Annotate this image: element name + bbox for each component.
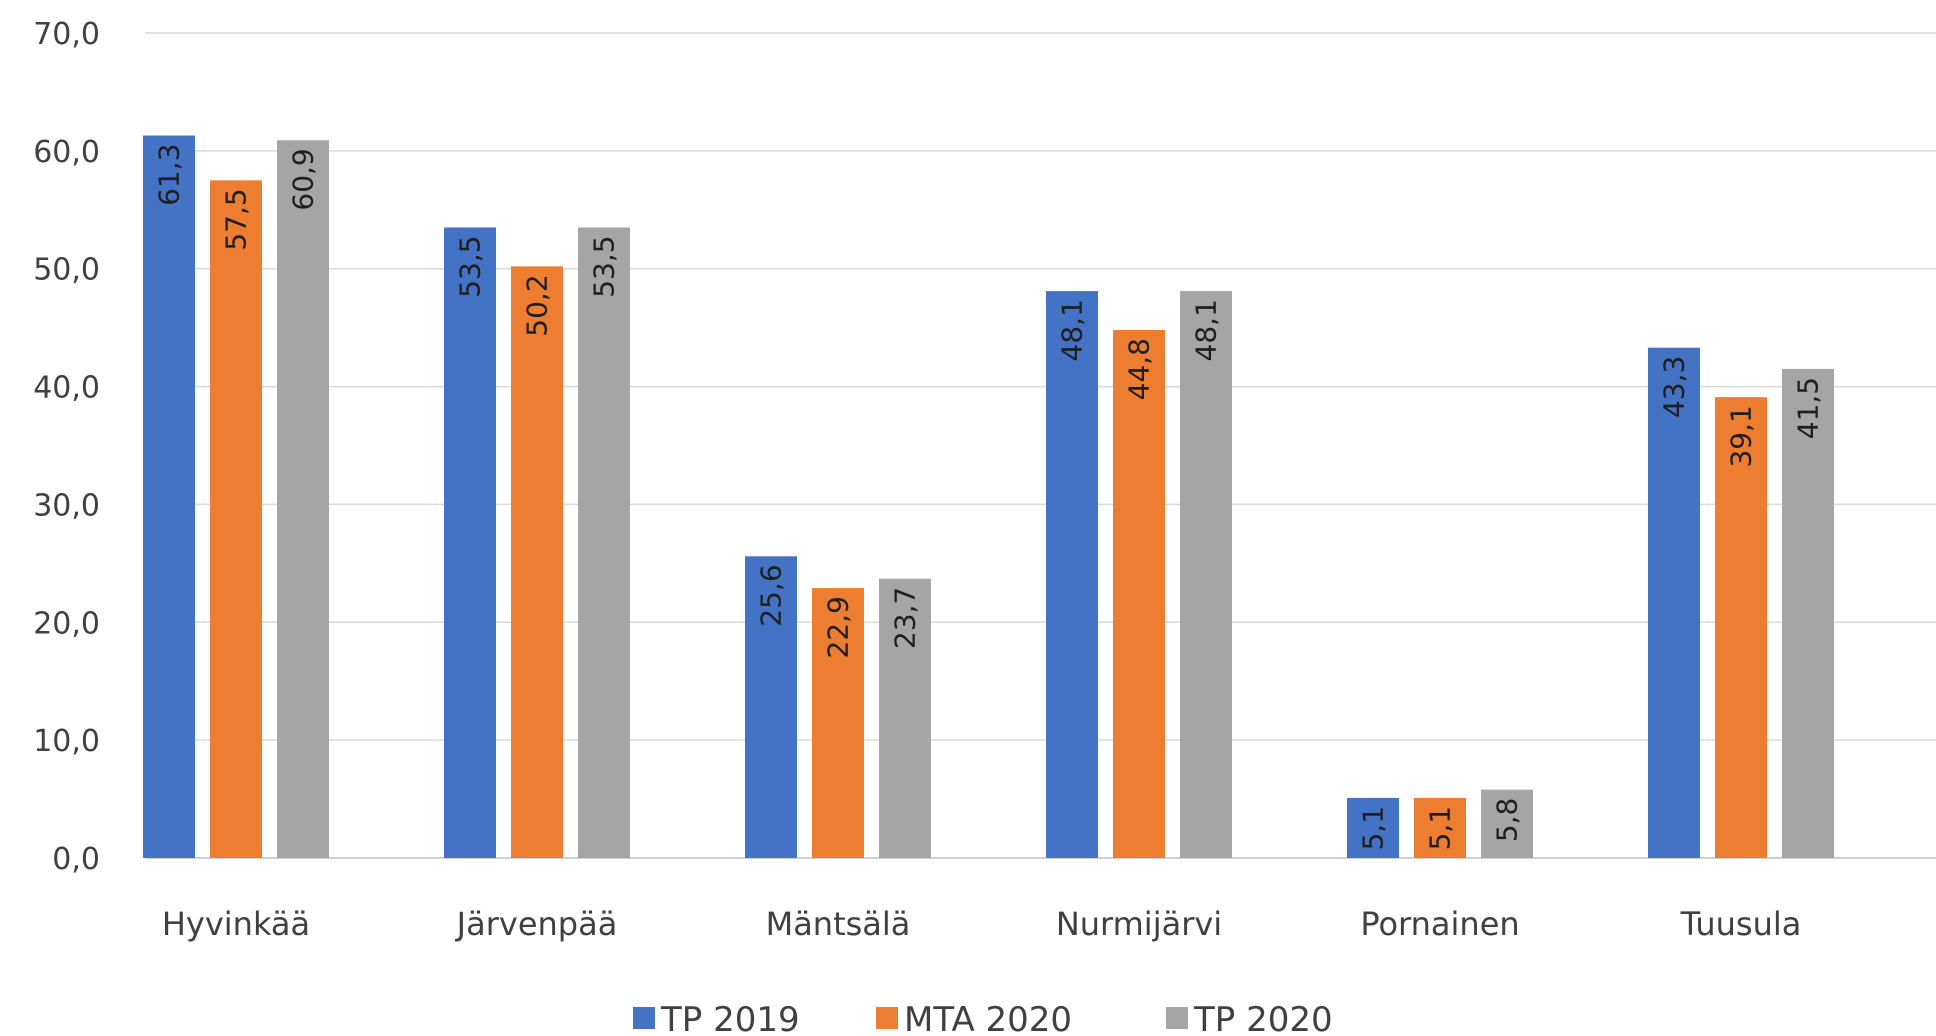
y-tick-label: 60,0 [33,135,100,170]
legend-swatch [633,1007,655,1029]
bar [210,180,262,859]
y-tick-label: 10,0 [33,724,100,759]
bar [1347,797,1399,858]
data-label: 60,9 [287,148,320,210]
bar [1046,291,1098,858]
y-tick-label: 70,0 [33,17,100,52]
data-label: 22,9 [822,596,855,658]
data-labels: 61,3 57,5 60,9 53,5 50,2 53,5 25,6 22,9 23,7 48,1… [153,144,1825,851]
legend-swatch [876,1007,898,1029]
bar [511,266,563,858]
data-label: 41,5 [1792,377,1825,439]
data-label: 44,8 [1123,338,1156,400]
y-tick-label: 40,0 [33,371,100,406]
y-axis: 0,0 10,0 20,0 30,0 40,0 50,0 60,0 70,0 [33,17,100,877]
data-label: 43,3 [1658,356,1691,418]
y-tick-label: 0,0 [52,842,100,877]
data-label: 25,6 [755,564,788,626]
bar [143,135,195,859]
data-label: 23,7 [889,587,922,649]
data-label: 48,1 [1190,299,1223,361]
legend: TP 2019 MTA 2020 TP 2020 [633,1000,1333,1036]
data-label: 61,3 [153,144,186,206]
data-label: 53,5 [454,235,487,297]
bar [578,227,630,858]
x-tick-label: Hyvinkää [162,905,310,943]
gridlines [145,32,1936,859]
data-label: 50,2 [521,274,554,336]
y-tick-label: 30,0 [33,488,100,523]
bar [879,578,931,858]
x-tick-label: Pornainen [1360,905,1519,943]
x-tick-label: Järvenpää [455,905,618,943]
data-label: 53,5 [588,235,621,297]
legend-label: TP 2019 [660,1000,800,1036]
x-tick-label: Tuusula [1680,905,1802,943]
bar [444,227,496,858]
bar [1648,347,1700,858]
bar [1113,330,1165,858]
data-label: 5,8 [1491,798,1524,843]
legend-swatch [1166,1007,1188,1029]
bar [277,140,329,858]
bars [143,135,1834,859]
legend-label: MTA 2020 [904,1000,1072,1036]
bar [1715,397,1767,858]
data-label: 48,1 [1056,299,1089,361]
y-tick-label: 20,0 [33,606,100,641]
bar [1180,291,1232,858]
data-label: 57,5 [220,188,253,250]
data-label: 5,1 [1357,806,1390,851]
x-tick-label: Mäntsälä [766,905,911,943]
bar [1414,797,1466,858]
x-axis: Hyvinkää Järvenpää Mäntsälä Nurmijärvi Porna… [162,905,1802,943]
data-label: 5,1 [1424,806,1457,851]
bar [1481,789,1533,858]
bar [812,588,864,858]
y-tick-label: 50,0 [33,253,100,288]
data-label: 39,1 [1725,405,1758,467]
legend-label: TP 2020 [1193,1000,1333,1036]
x-tick-label: Nurmijärvi [1056,905,1222,943]
bar [745,556,797,858]
bar [1782,368,1834,858]
